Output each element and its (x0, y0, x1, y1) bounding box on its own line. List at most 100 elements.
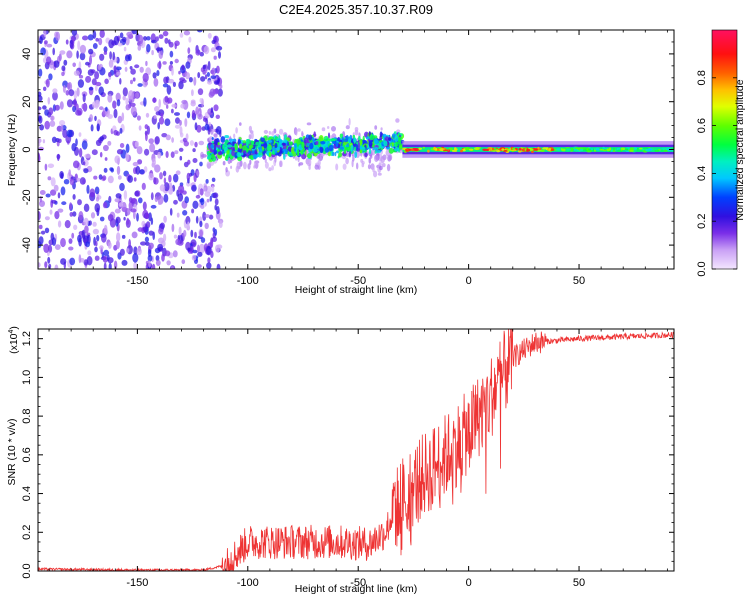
spectral-point (168, 174, 172, 183)
spectral-point (197, 244, 200, 253)
spectral-point (138, 197, 143, 204)
spectral-point (381, 163, 386, 168)
spectral-point (116, 71, 121, 76)
spectral-point (184, 118, 188, 127)
spectral-point (331, 126, 336, 132)
spectral-point (150, 192, 154, 201)
spectral-point (382, 137, 385, 143)
spectral-point (195, 194, 201, 199)
spectral-point (155, 36, 160, 42)
snr-x-tick-label: -50 (350, 577, 366, 589)
spectral-point (161, 133, 168, 138)
spectral-point (211, 137, 214, 140)
spectrogram-y-tick-label: 40 (21, 48, 33, 60)
spectral-point (54, 264, 59, 269)
spectral-point (156, 70, 160, 77)
spectral-point (164, 37, 169, 44)
spectral-point (62, 128, 68, 138)
spectral-point (388, 147, 394, 154)
spectral-point (94, 186, 100, 195)
spectral-point (143, 166, 148, 173)
spectral-point (82, 161, 86, 166)
spectral-point (43, 244, 49, 248)
spectral-point (134, 64, 140, 69)
spectral-point (89, 55, 92, 65)
spectral-point (224, 135, 230, 139)
spectral-point (178, 70, 181, 75)
spectral-point (144, 81, 148, 86)
spectral-point (119, 32, 124, 39)
spectral-point (215, 45, 223, 51)
spectral-point (174, 43, 177, 50)
spectral-point (59, 120, 66, 126)
spectral-point (116, 149, 124, 155)
spectral-point (44, 120, 50, 130)
spectral-point (196, 124, 202, 133)
spectral-point (188, 77, 193, 83)
spectral-point (197, 113, 203, 120)
spectral-point (50, 189, 57, 196)
spectral-point (556, 148, 560, 151)
spectral-point (217, 88, 223, 97)
spectral-point (159, 184, 166, 192)
spectral-point (162, 170, 167, 177)
spectral-point (602, 146, 605, 150)
spectral-point (341, 136, 345, 143)
spectrogram-panel: -150 -100 -50 0 50 -40 -20 0 20 40 Height of str… (6, 29, 675, 296)
spectral-point (38, 236, 44, 245)
spectral-point (275, 146, 280, 151)
spectral-point (159, 222, 165, 230)
spectral-point (103, 249, 110, 256)
spectral-point (517, 150, 522, 153)
snr-x-ticks: -150 -100 -50 0 50 (48, 329, 668, 589)
spectral-point (185, 72, 191, 80)
spectral-point (150, 204, 157, 209)
spectral-point (560, 148, 563, 151)
spectral-point (662, 147, 666, 150)
spectral-point (59, 101, 64, 110)
spectral-point (283, 153, 286, 160)
spectral-point (308, 158, 312, 167)
spectral-point (501, 148, 505, 151)
spectral-point (405, 149, 408, 152)
spectral-point (245, 147, 249, 153)
spectral-point (306, 122, 312, 126)
spectral-point (276, 138, 279, 142)
spectral-point (374, 150, 377, 154)
spectral-point (90, 69, 96, 74)
spectral-point (101, 233, 107, 243)
spectral-point (155, 111, 161, 116)
spectral-point (327, 151, 332, 157)
spectral-point (148, 242, 154, 249)
spectral-point (173, 199, 178, 205)
spectral-point (154, 164, 161, 173)
spectral-point (119, 127, 123, 134)
spectral-point (264, 158, 267, 163)
spectral-point (211, 185, 215, 193)
spectral-point (107, 257, 114, 264)
spectral-point (315, 141, 319, 145)
spectral-point (125, 36, 130, 46)
spectral-point (124, 54, 131, 62)
spectral-point (38, 142, 41, 147)
spectral-point (187, 159, 191, 165)
spectral-point (211, 177, 216, 182)
spectral-point (354, 151, 358, 159)
spectral-point (85, 61, 90, 66)
spectral-point (131, 30, 138, 35)
spectral-point (496, 150, 501, 153)
spectral-point (374, 146, 379, 151)
spectral-point (654, 149, 660, 152)
spectral-point (153, 78, 159, 87)
spectral-point (87, 34, 94, 41)
spectral-point (465, 148, 470, 151)
spectral-point (345, 125, 350, 130)
spectral-point (368, 140, 372, 146)
spectral-point (38, 106, 42, 111)
spectral-point (38, 138, 42, 144)
spectral-point (340, 142, 343, 147)
spectral-point (612, 147, 616, 151)
spectral-point (188, 36, 192, 43)
spectral-point (128, 239, 132, 249)
spectral-point (141, 182, 146, 190)
